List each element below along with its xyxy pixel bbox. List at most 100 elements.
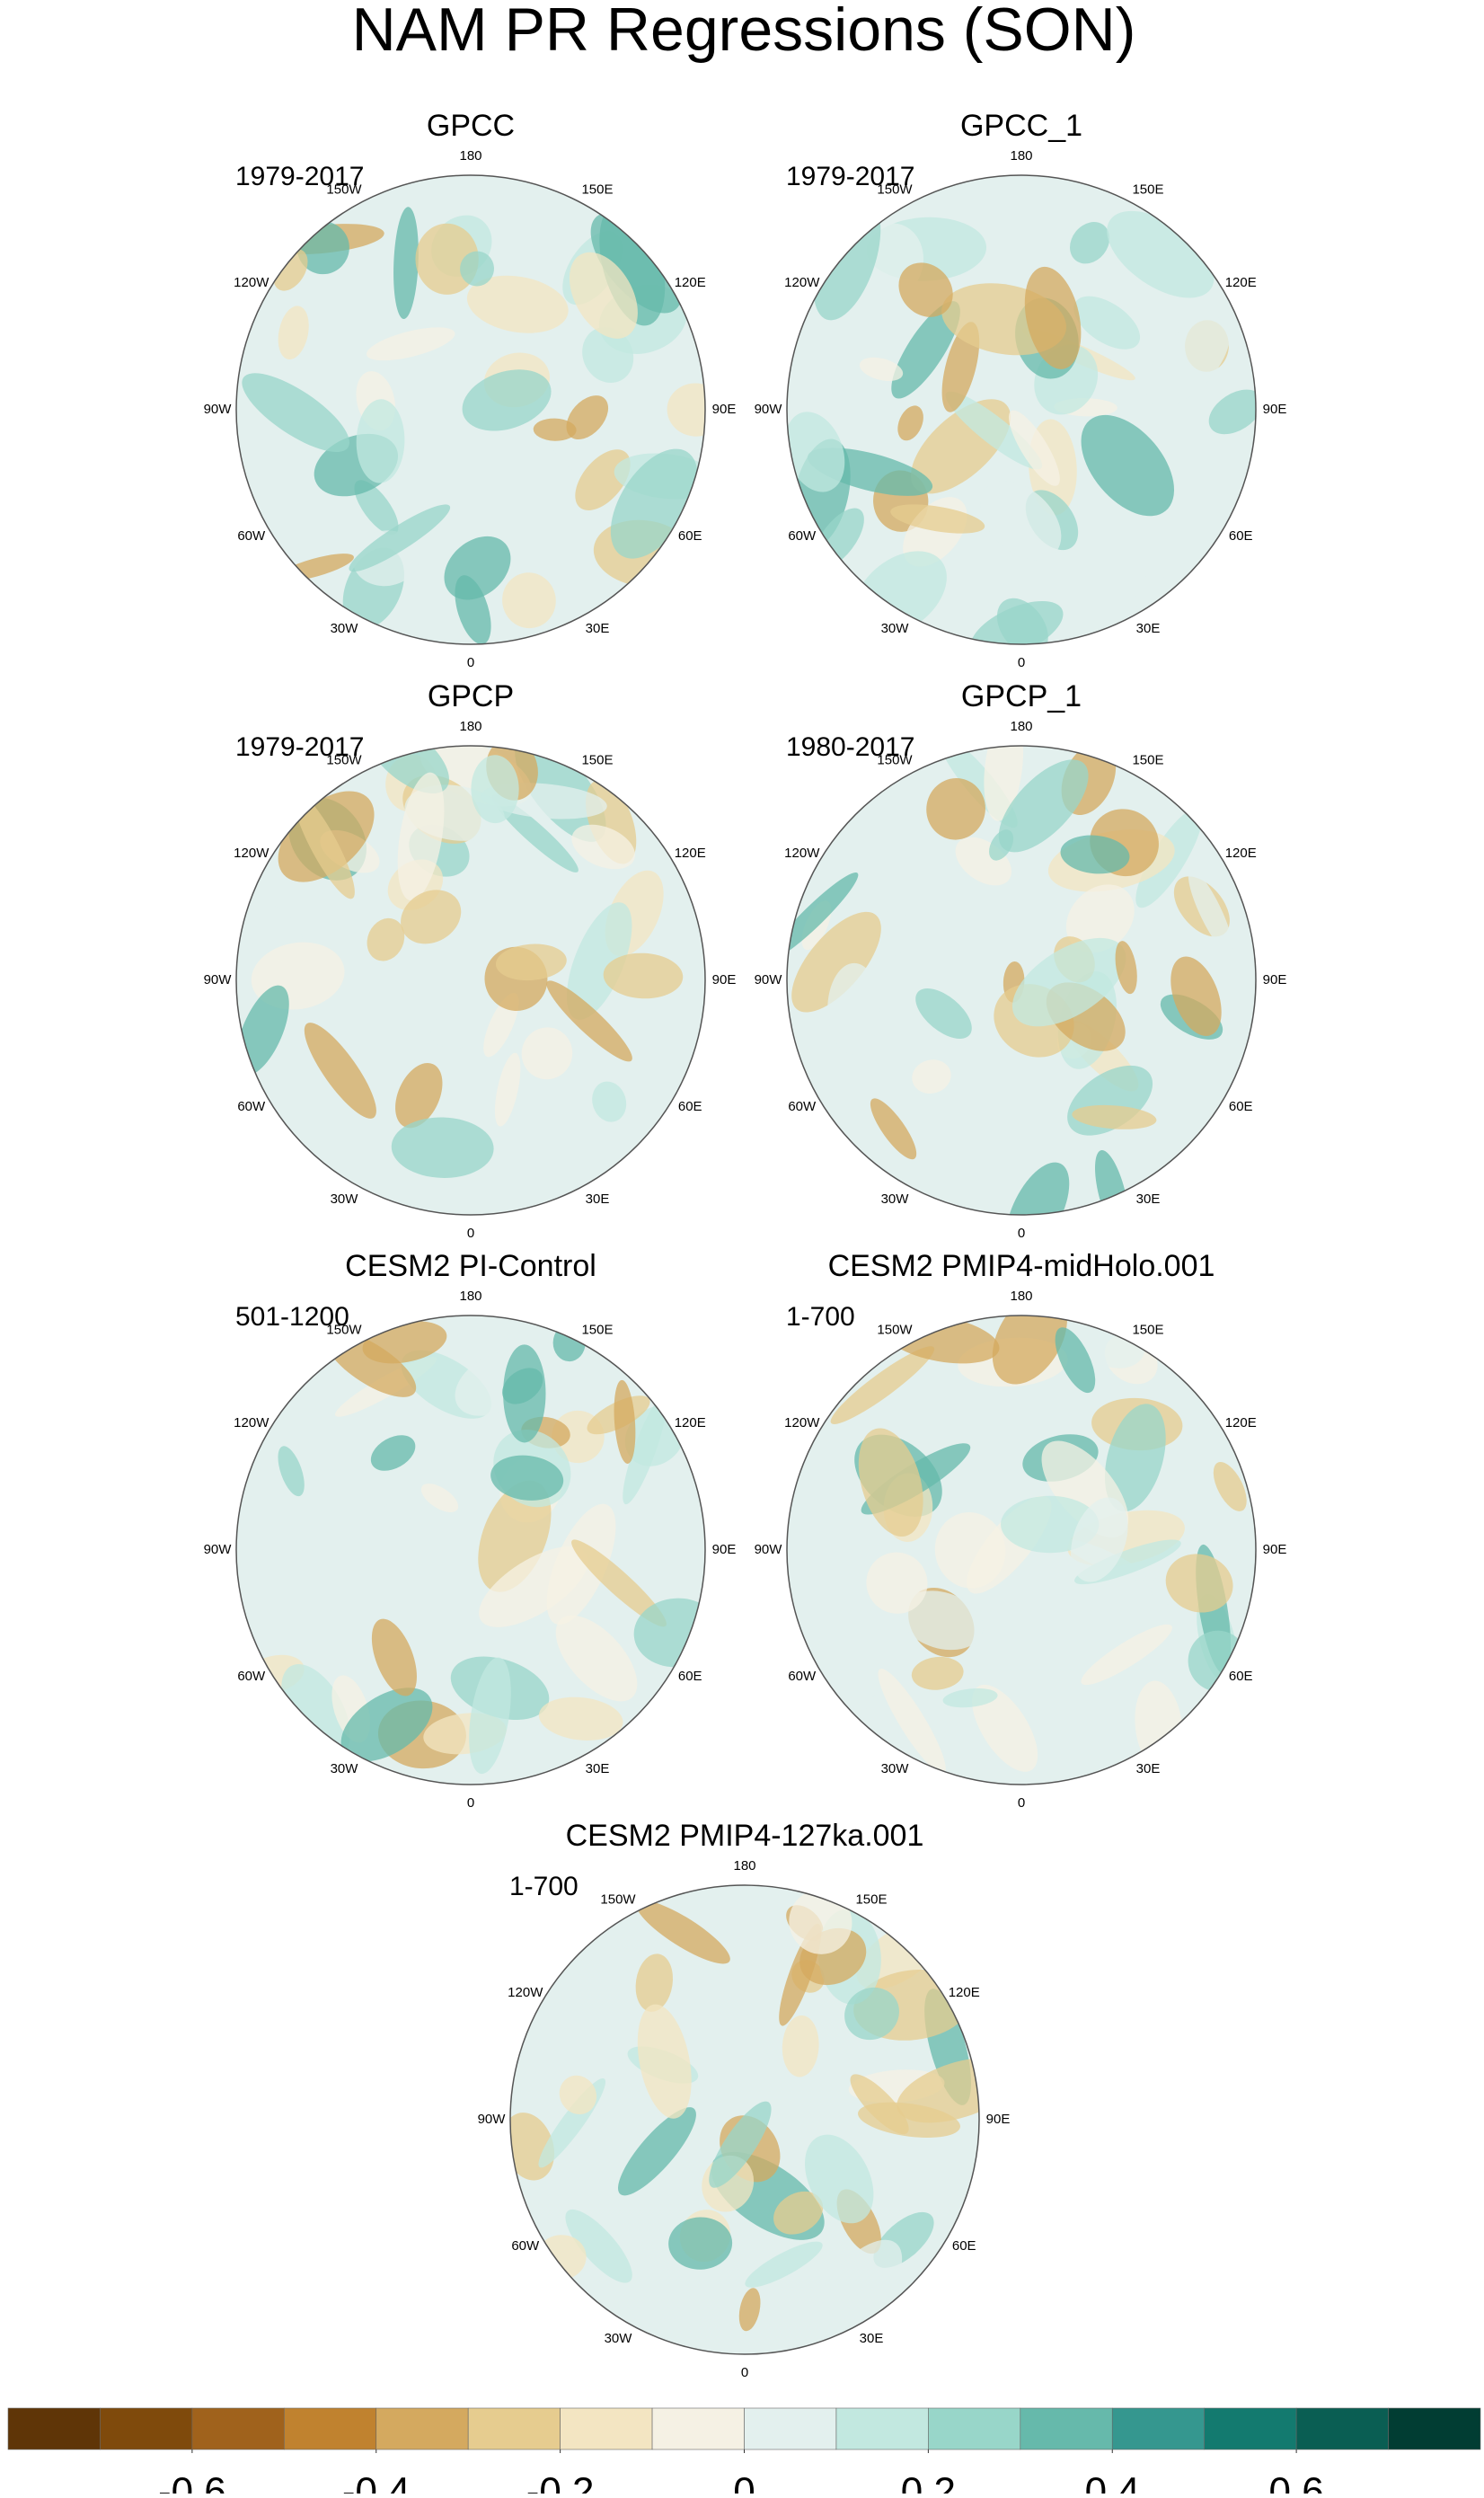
longitude-label: 30W: [331, 1761, 359, 1776]
map-anomaly: [575, 449, 631, 510]
longitude-label: 0: [1018, 1795, 1025, 1811]
map-anomaly: [667, 383, 705, 437]
colorbar-box: [1020, 2407, 1113, 2450]
colorbar-tick-label: -0.2: [526, 2470, 595, 2494]
map-anomaly: [1213, 1462, 1247, 1511]
longitude-label: 150E: [581, 182, 613, 198]
longitude-label: 30E: [1136, 621, 1161, 636]
map-anomaly: [368, 1502, 411, 1557]
map-anomaly: [1024, 266, 1082, 369]
longitude-label: 120E: [675, 846, 706, 861]
map-anomaly: [494, 1052, 521, 1127]
map-anomaly: [546, 980, 632, 1062]
map-anomaly: [878, 1669, 946, 1775]
colorbar-box: [835, 2407, 929, 2450]
longitude-label: 30W: [331, 621, 359, 636]
map-anomaly: [1070, 222, 1110, 264]
map-anomaly: [984, 746, 1024, 821]
map-anomaly: [1060, 835, 1130, 874]
map-field: [787, 746, 1256, 1215]
map-anomaly: [1188, 869, 1233, 955]
map-anomaly: [571, 824, 636, 870]
map-anomaly: [546, 1503, 616, 1625]
panel-period: 1980-2017: [786, 732, 914, 762]
longitude-label: 30W: [881, 1761, 910, 1776]
colorbar-box: [651, 2407, 745, 2450]
map-anomaly: [1081, 1624, 1172, 1686]
map-panel: GPCP 1979-2017 0 30E 60E 90E 120E 150E 180 150W 12…: [204, 679, 737, 1241]
longitude-label: 180: [459, 1289, 481, 1304]
colorbar-box: [7, 2407, 101, 2450]
map-anomaly: [1073, 296, 1141, 350]
map-field: [236, 1315, 705, 1785]
map-anomaly: [805, 2134, 874, 2224]
map-anomaly: [393, 207, 419, 320]
colorbar-box: [100, 2407, 193, 2450]
panel-title: GPCP_1: [961, 679, 1082, 713]
colorbar-box: [375, 2407, 469, 2450]
longitude-label: 60W: [511, 2238, 540, 2254]
map-anomaly: [791, 911, 881, 1013]
map-anomaly: [897, 2057, 979, 2123]
map-anomaly: [278, 306, 309, 360]
longitude-label: 60E: [678, 528, 702, 544]
map-anomaly: [635, 1953, 674, 2012]
map-anomaly: [304, 1023, 376, 1119]
map-boundary: [786, 745, 1257, 1216]
longitude-label: 30W: [881, 1191, 910, 1207]
map-anomaly: [859, 357, 904, 382]
map-anomaly: [1011, 937, 1126, 1027]
map-anomaly: [992, 1315, 1067, 1385]
colorbar-box: [467, 2407, 561, 2450]
map-anomaly: [858, 1428, 923, 1537]
longitude-label: 120W: [784, 1415, 820, 1431]
map-anomaly: [1115, 941, 1137, 995]
map-anomaly: [827, 962, 880, 1055]
longitude-label: 180: [1010, 719, 1032, 734]
map-anomaly: [490, 1455, 564, 1501]
map-anomaly: [899, 1590, 984, 1651]
longitude-label: 60E: [678, 1669, 702, 1684]
longitude-label: 0: [1018, 655, 1025, 670]
map-anomaly: [521, 1027, 573, 1080]
map-anomaly: [745, 2241, 823, 2288]
panel-title: CESM2 PI-Control: [345, 1249, 596, 1283]
map-anomaly: [870, 1098, 917, 1160]
map-anomaly: [466, 275, 569, 333]
map-anomaly: [668, 2217, 733, 2270]
panel-title: GPCP: [428, 679, 514, 713]
longitude-label: 60W: [788, 1669, 817, 1684]
map-anomaly: [462, 369, 552, 431]
longitude-label: 90W: [204, 972, 233, 988]
map-anomaly: [934, 1512, 1006, 1589]
map-anomaly: [1165, 1554, 1233, 1613]
map-anomaly: [1208, 389, 1256, 435]
colorbar-tick-label: -0.6: [158, 2470, 226, 2494]
longitude-label: 30E: [586, 621, 610, 636]
longitude-label: 30E: [586, 1761, 610, 1776]
map-anomaly: [941, 322, 980, 412]
map-anomaly: [890, 504, 985, 534]
map-anomaly: [349, 504, 451, 572]
colorbar-tick-label: 0: [733, 2470, 755, 2494]
map-anomaly: [603, 952, 684, 999]
longitude-label: 150W: [326, 753, 362, 768]
map-boundary: [509, 1884, 980, 2355]
map-anomaly: [998, 759, 1089, 853]
longitude-label: 180: [1010, 1289, 1032, 1304]
longitude-label: 90E: [712, 402, 737, 417]
map-anomaly: [618, 2107, 696, 2196]
map-boundary: [786, 174, 1257, 645]
map-anomaly: [830, 1346, 935, 1424]
map-anomaly: [1081, 414, 1175, 517]
longitude-label: 150E: [1132, 1323, 1163, 1338]
map-field: [236, 746, 705, 1215]
longitude-label: 90E: [712, 1542, 737, 1557]
longitude-label: 120W: [234, 275, 269, 290]
longitude-label: 150E: [1132, 182, 1163, 198]
map-anomaly: [502, 1368, 543, 1404]
map-anomaly: [582, 327, 634, 384]
map-anomaly: [1055, 1327, 1096, 1394]
longitude-label: 150E: [855, 1892, 887, 1908]
longitude-label: 150W: [326, 1323, 362, 1338]
